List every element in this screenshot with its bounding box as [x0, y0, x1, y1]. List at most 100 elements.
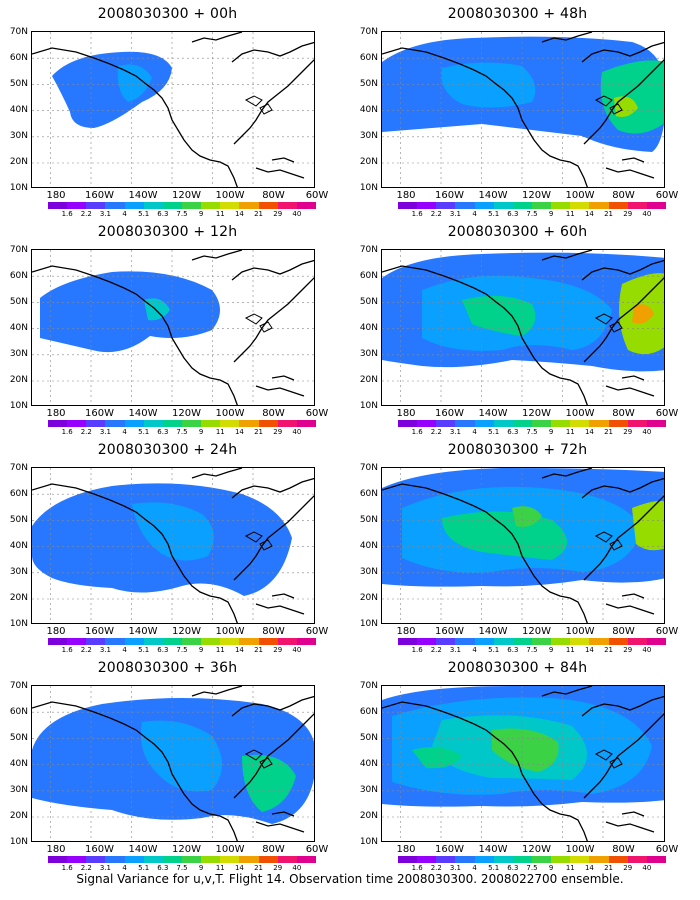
- latitude-label: 60N: [9, 707, 28, 717]
- colorbar-label: 5.1: [488, 864, 500, 872]
- colorbar-label: 14: [234, 646, 244, 654]
- longitude-label: 120W: [522, 844, 551, 855]
- colorbar-segment: [48, 202, 68, 209]
- latitude-label: 40N: [9, 323, 28, 333]
- colorbar-segment: [258, 638, 278, 645]
- colorbar-label: 1.6: [411, 646, 423, 654]
- colorbar-label: 14: [584, 646, 594, 654]
- colorbar-label: 2.2: [80, 646, 92, 654]
- colorbar: [398, 856, 666, 863]
- colorbar-segment: [531, 638, 552, 645]
- latitude-label: 50N: [9, 79, 28, 89]
- latitude-label: 40N: [359, 323, 378, 333]
- colorbar-label: 6.3: [157, 864, 169, 872]
- latitude-label: 70N: [9, 245, 28, 255]
- colorbar-label: 3.1: [99, 864, 111, 872]
- longitude-label: 80W: [612, 626, 635, 637]
- colorbar-label: 4: [122, 646, 127, 654]
- colorbar-segment: [162, 202, 182, 209]
- colorbar-segment: [493, 856, 513, 863]
- colorbar-segment: [105, 856, 125, 863]
- latitude-label: 20N: [359, 157, 378, 167]
- colorbar-label: 21: [604, 428, 614, 436]
- colorbar-segment: [531, 420, 552, 427]
- longitude-label: 100W: [565, 190, 595, 201]
- longitude-label: 140W: [128, 190, 158, 201]
- colorbar-label: 1.6: [411, 428, 423, 436]
- latitude-label: 70N: [359, 245, 378, 255]
- longitude-label: 80W: [612, 844, 635, 855]
- longitude-label: 180: [46, 408, 66, 419]
- colorbar-label: 14: [234, 864, 244, 872]
- colorbar-label: 9: [548, 646, 554, 654]
- forecast-panel: 2008030300 + 48h 70N 60N 50N 40N 30N 20N 10N 180…: [350, 0, 685, 220]
- coastline: [32, 686, 314, 841]
- colorbar-label: 40: [292, 210, 302, 218]
- colorbar-segment: [551, 638, 571, 645]
- latitude-label: 10N: [9, 837, 28, 847]
- colorbar-segment: [201, 202, 221, 209]
- latitude-label: 20N: [359, 593, 378, 603]
- colorbar-segment: [493, 202, 513, 209]
- latitude-label: 70N: [359, 27, 378, 37]
- colorbar-label: 4: [122, 210, 127, 218]
- colorbar-label: 7.5: [176, 210, 188, 218]
- colorbar-segment: [181, 202, 202, 209]
- colorbar-segment: [512, 420, 532, 427]
- latitude-label: 60N: [359, 271, 378, 281]
- latitude-label: 20N: [9, 593, 28, 603]
- colorbar-segment: [589, 202, 609, 209]
- colorbar-segment: [417, 856, 437, 863]
- longitude-label: 100W: [215, 844, 245, 855]
- colorbar-label: 21: [604, 864, 614, 872]
- longitude-label: 100W: [565, 844, 595, 855]
- colorbar-label: 3.1: [99, 210, 111, 218]
- longitude-label: 180: [396, 408, 416, 419]
- colorbar-segment: [398, 638, 418, 645]
- colorbar-label: 11: [565, 428, 575, 436]
- colorbar-label: 9: [548, 428, 554, 436]
- colorbar-segment: [493, 638, 513, 645]
- colorbar-label: 7.5: [176, 646, 188, 654]
- colorbar: [398, 202, 666, 209]
- latitude-label: 30N: [9, 131, 28, 141]
- colorbar-segment: [277, 202, 297, 209]
- longitude-label: 120W: [172, 190, 201, 201]
- colorbar-segment: [277, 638, 297, 645]
- latitude-label: 30N: [359, 349, 378, 359]
- colorbar-label: 6.3: [507, 864, 519, 872]
- longitude-label: 60W: [655, 626, 679, 637]
- latitude-label: 60N: [359, 489, 378, 499]
- longitude-label: 120W: [522, 190, 551, 201]
- colorbar-segment: [105, 202, 125, 209]
- colorbar-segment: [277, 420, 297, 427]
- colorbar-label: 3.1: [449, 210, 461, 218]
- colorbar-label: 5.1: [138, 864, 150, 872]
- colorbar-segment: [570, 856, 590, 863]
- latitude-label: 10N: [359, 401, 378, 411]
- colorbar-label: 11: [215, 210, 225, 218]
- latitude-label: 30N: [9, 567, 28, 577]
- colorbar-segment: [105, 638, 125, 645]
- colorbar-segment: [455, 202, 475, 209]
- latitude-label: 20N: [359, 375, 378, 385]
- colorbar-label: 11: [215, 646, 225, 654]
- colorbar-segment: [48, 638, 68, 645]
- colorbar-label: 3.1: [449, 864, 461, 872]
- colorbar-label: 11: [215, 428, 225, 436]
- colorbar-label: 14: [234, 210, 244, 218]
- longitude-label: 120W: [172, 626, 201, 637]
- longitude-label: 180: [46, 626, 66, 637]
- colorbar-segment: [181, 856, 202, 863]
- colorbar-label: 14: [234, 428, 244, 436]
- colorbar-segment: [493, 420, 513, 427]
- variance-field: [382, 250, 664, 405]
- colorbar-segment: [67, 420, 87, 427]
- colorbar-label: 4: [472, 864, 477, 872]
- coastline: [32, 32, 314, 187]
- longitude-label: 160W: [435, 190, 464, 201]
- colorbar-label: 21: [254, 210, 264, 218]
- panel-title: 2008030300 + 84h: [447, 660, 588, 676]
- colorbar-label: 5.1: [488, 428, 500, 436]
- latitude-label: 60N: [9, 271, 28, 281]
